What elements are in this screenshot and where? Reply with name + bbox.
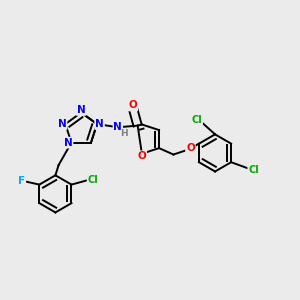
Text: N: N xyxy=(64,138,73,148)
Text: N: N xyxy=(113,122,122,132)
Text: O: O xyxy=(137,151,146,161)
Text: O: O xyxy=(186,143,195,153)
Text: N: N xyxy=(58,119,67,129)
Text: N: N xyxy=(77,105,85,115)
Text: N: N xyxy=(95,119,104,129)
Text: Cl: Cl xyxy=(248,165,259,175)
Text: Cl: Cl xyxy=(191,115,202,124)
Text: Cl: Cl xyxy=(88,175,98,185)
Text: H: H xyxy=(120,128,128,137)
Text: O: O xyxy=(128,100,137,110)
Text: F: F xyxy=(18,176,25,186)
